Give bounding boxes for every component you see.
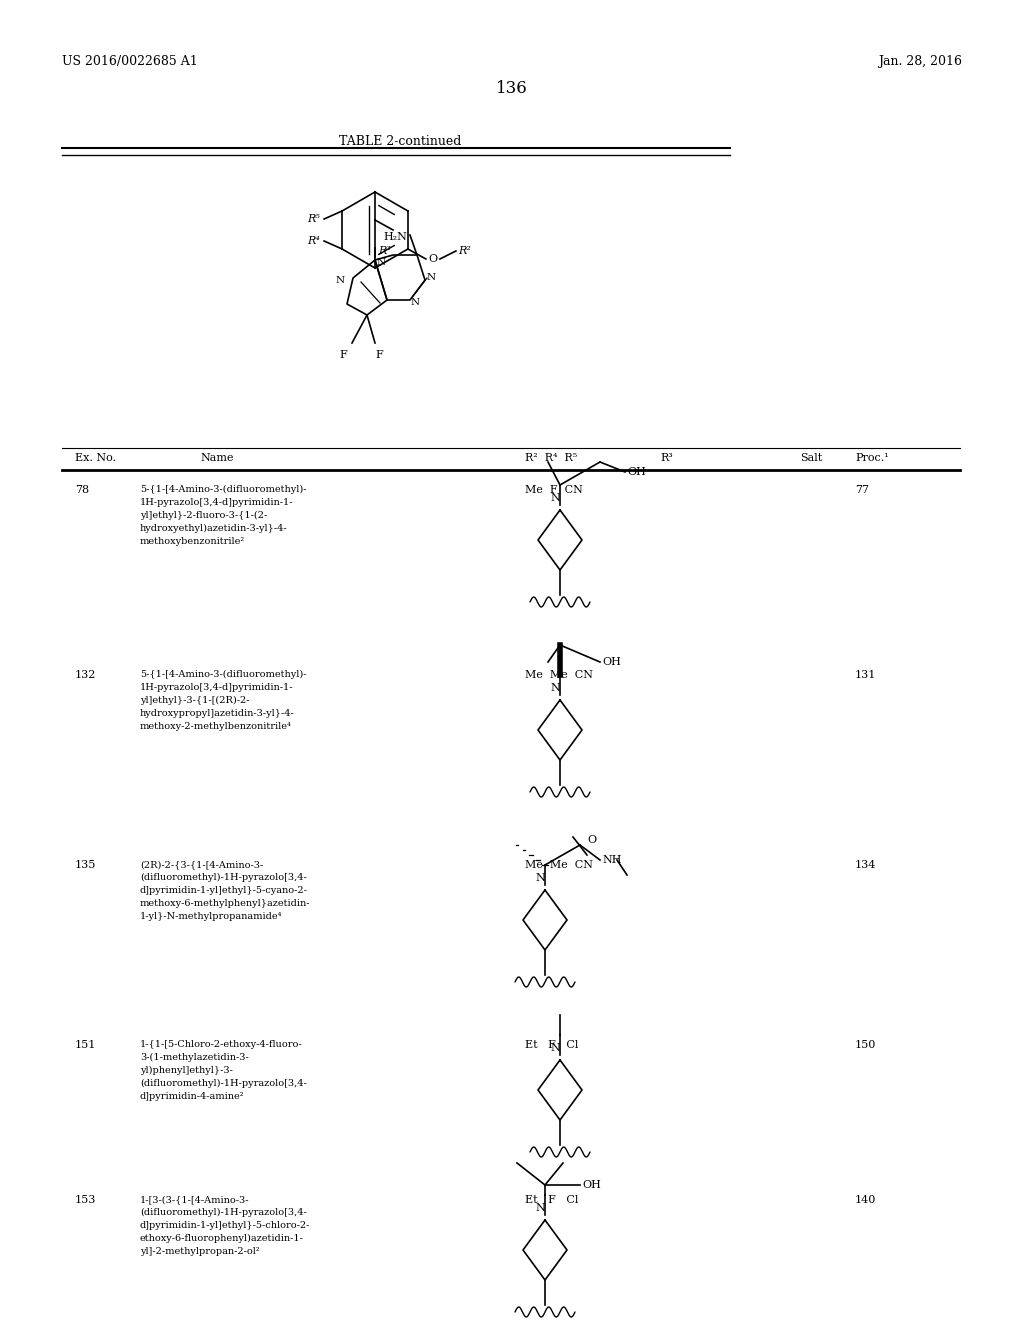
Text: N: N — [336, 276, 345, 285]
Text: H₂N: H₂N — [383, 232, 407, 242]
Text: Et   F   Cl: Et F Cl — [525, 1040, 579, 1049]
Text: 78: 78 — [75, 484, 89, 495]
Text: (difluoromethyl)-1H-pyrazolo[3,4-: (difluoromethyl)-1H-pyrazolo[3,4- — [140, 1208, 307, 1217]
Text: (difluoromethyl)-1H-pyrazolo[3,4-: (difluoromethyl)-1H-pyrazolo[3,4- — [140, 873, 307, 882]
Text: Me  F  CN: Me F CN — [525, 484, 583, 495]
Text: 151: 151 — [75, 1040, 96, 1049]
Text: 1H-pyrazolo[3,4-d]pyrimidin-1-: 1H-pyrazolo[3,4-d]pyrimidin-1- — [140, 498, 294, 507]
Text: yl)phenyl]ethyl}-3-: yl)phenyl]ethyl}-3- — [140, 1067, 232, 1074]
Text: hydroxyethyl)azetidin-3-yl}-4-: hydroxyethyl)azetidin-3-yl}-4- — [140, 524, 288, 533]
Text: R⁴: R⁴ — [307, 236, 321, 246]
Text: N: N — [536, 1203, 545, 1213]
Text: Salt: Salt — [800, 453, 822, 463]
Text: US 2016/0022685 A1: US 2016/0022685 A1 — [62, 55, 198, 69]
Text: TABLE 2-continued: TABLE 2-continued — [339, 135, 461, 148]
Text: R³: R³ — [378, 246, 391, 256]
Text: R²: R² — [458, 246, 471, 256]
Text: N: N — [550, 682, 560, 693]
Text: 1-yl}-N-methylpropanamide⁴: 1-yl}-N-methylpropanamide⁴ — [140, 912, 283, 921]
Text: Ex. No.: Ex. No. — [75, 453, 116, 463]
Text: yl]ethyl}-3-{1-[(2R)-2-: yl]ethyl}-3-{1-[(2R)-2- — [140, 696, 250, 705]
Text: Et   F   Cl: Et F Cl — [525, 1195, 579, 1205]
Text: N: N — [411, 298, 420, 308]
Text: R²  R⁴  R⁵: R² R⁴ R⁵ — [525, 453, 578, 463]
Text: yl]ethyl}-2-fluoro-3-{1-(2-: yl]ethyl}-2-fluoro-3-{1-(2- — [140, 511, 267, 520]
Text: d]pyrimidin-4-amine²: d]pyrimidin-4-amine² — [140, 1092, 245, 1101]
Text: N: N — [550, 1043, 560, 1053]
Text: (2R)-2-{3-{1-[4-Amino-3-: (2R)-2-{3-{1-[4-Amino-3- — [140, 861, 263, 869]
Text: N: N — [377, 257, 386, 267]
Text: 1-{1-[5-Chloro-2-ethoxy-4-fluoro-: 1-{1-[5-Chloro-2-ethoxy-4-fluoro- — [140, 1040, 303, 1049]
Text: 136: 136 — [496, 81, 528, 96]
Text: 77: 77 — [855, 484, 869, 495]
Text: hydroxypropyl]azetidin-3-yl}-4-: hydroxypropyl]azetidin-3-yl}-4- — [140, 709, 295, 718]
Text: 131: 131 — [855, 671, 877, 680]
Text: Name: Name — [200, 453, 233, 463]
Text: OH: OH — [582, 1180, 601, 1191]
Text: Me  Me  CN: Me Me CN — [525, 861, 593, 870]
Text: d]pyrimidin-1-yl]ethyl}-5-chloro-2-: d]pyrimidin-1-yl]ethyl}-5-chloro-2- — [140, 1221, 310, 1230]
Text: N: N — [536, 873, 545, 883]
Text: N: N — [550, 492, 560, 503]
Text: 153: 153 — [75, 1195, 96, 1205]
Text: NH: NH — [602, 855, 622, 865]
Text: OH: OH — [627, 467, 646, 477]
Text: methoxy-6-methylphenyl}azetidin-: methoxy-6-methylphenyl}azetidin- — [140, 899, 310, 908]
Text: ethoxy-6-fluorophenyl)azetidin-1-: ethoxy-6-fluorophenyl)azetidin-1- — [140, 1234, 304, 1243]
Text: O: O — [428, 253, 437, 264]
Text: 134: 134 — [855, 861, 877, 870]
Text: 5-{1-[4-Amino-3-(difluoromethyl)-: 5-{1-[4-Amino-3-(difluoromethyl)- — [140, 484, 306, 494]
Text: R⁵: R⁵ — [307, 214, 321, 224]
Text: methoxybenzonitrile²: methoxybenzonitrile² — [140, 537, 245, 546]
Text: (difluoromethyl)-1H-pyrazolo[3,4-: (difluoromethyl)-1H-pyrazolo[3,4- — [140, 1078, 307, 1088]
Text: 3-(1-methylazetidin-3-: 3-(1-methylazetidin-3- — [140, 1053, 249, 1063]
Text: Proc.¹: Proc.¹ — [855, 453, 889, 463]
Text: R³: R³ — [660, 453, 673, 463]
Text: 1-[3-(3-{1-[4-Amino-3-: 1-[3-(3-{1-[4-Amino-3- — [140, 1195, 250, 1204]
Text: F: F — [375, 350, 383, 360]
Text: F: F — [339, 350, 347, 360]
Text: 1H-pyrazolo[3,4-d]pyrimidin-1-: 1H-pyrazolo[3,4-d]pyrimidin-1- — [140, 682, 294, 692]
Text: yl]-2-methylpropan-2-ol²: yl]-2-methylpropan-2-ol² — [140, 1247, 260, 1257]
Text: O: O — [587, 836, 596, 845]
Text: 140: 140 — [855, 1195, 877, 1205]
Text: N: N — [427, 273, 436, 282]
Text: 135: 135 — [75, 861, 96, 870]
Text: d]pyrimidin-1-yl]ethyl}-5-cyano-2-: d]pyrimidin-1-yl]ethyl}-5-cyano-2- — [140, 886, 308, 895]
Text: OH: OH — [602, 657, 621, 667]
Text: methoxy-2-methylbenzonitrile⁴: methoxy-2-methylbenzonitrile⁴ — [140, 722, 292, 731]
Text: 5-{1-[4-Amino-3-(difluoromethyl)-: 5-{1-[4-Amino-3-(difluoromethyl)- — [140, 671, 306, 678]
Text: 132: 132 — [75, 671, 96, 680]
Text: Jan. 28, 2016: Jan. 28, 2016 — [878, 55, 962, 69]
Text: 150: 150 — [855, 1040, 877, 1049]
Text: Me  Me  CN: Me Me CN — [525, 671, 593, 680]
